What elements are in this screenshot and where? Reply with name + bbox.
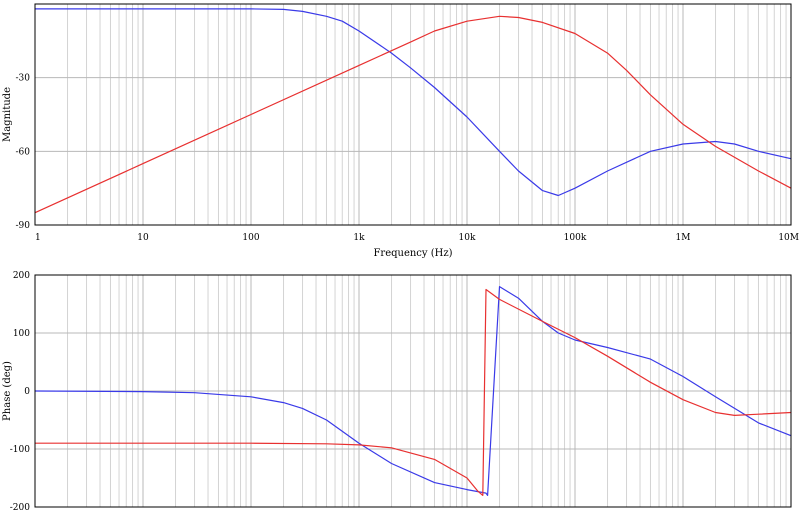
phase-plot-frame xyxy=(34,274,792,508)
magnitude-plot-frame xyxy=(34,3,792,226)
x-tick-label: 10M xyxy=(778,233,799,243)
phase-series xyxy=(34,286,792,496)
phase-grid xyxy=(34,274,792,508)
series-line-2 xyxy=(35,288,792,496)
y-tick-label: -60 xyxy=(16,147,31,157)
y-tick-label: -200 xyxy=(10,503,30,512)
y-tick-label: 0 xyxy=(24,387,30,397)
x-tick-label: 10k xyxy=(459,233,476,243)
y-tick-label: -90 xyxy=(16,221,31,231)
magnitude-x-axis-label: Frequency (Hz) xyxy=(373,248,452,259)
y-tick-label: 100 xyxy=(13,329,30,339)
magnitude-x-tick-labels: 1 10 100 1k 10k 100k 1M 10M xyxy=(35,233,799,243)
phase-y-tick-labels: -200 -100 0 100 200 xyxy=(10,271,31,512)
y-tick-label: -100 xyxy=(10,445,30,455)
magnitude-y-axis-label: Magnitude xyxy=(2,87,13,142)
series-line-2 xyxy=(34,15,792,214)
phase-panel: -200 -100 0 100 200 Phase (deg) xyxy=(2,271,792,512)
y-tick-label: -30 xyxy=(16,74,31,84)
magnitude-series xyxy=(34,8,792,214)
phase-y-axis-label: Phase (deg) xyxy=(2,361,13,421)
magnitude-grid xyxy=(34,4,792,226)
magnitude-y-tick-labels: -90 -60 -30 xyxy=(16,74,31,231)
y-tick-label: 200 xyxy=(13,271,30,281)
series-line-1 xyxy=(34,286,792,496)
x-tick-label: 1 xyxy=(35,233,41,243)
x-tick-label: 10 xyxy=(137,233,149,243)
x-tick-label: 100 xyxy=(242,233,259,243)
x-tick-label: 100k xyxy=(564,233,587,243)
x-tick-label: 1k xyxy=(353,233,365,243)
magnitude-panel: -90 -60 -30 1 10 100 1k 10k 100k 1M 10M Frequency… xyxy=(2,3,799,259)
x-tick-label: 1M xyxy=(676,233,691,243)
series-line-1 xyxy=(35,8,792,197)
